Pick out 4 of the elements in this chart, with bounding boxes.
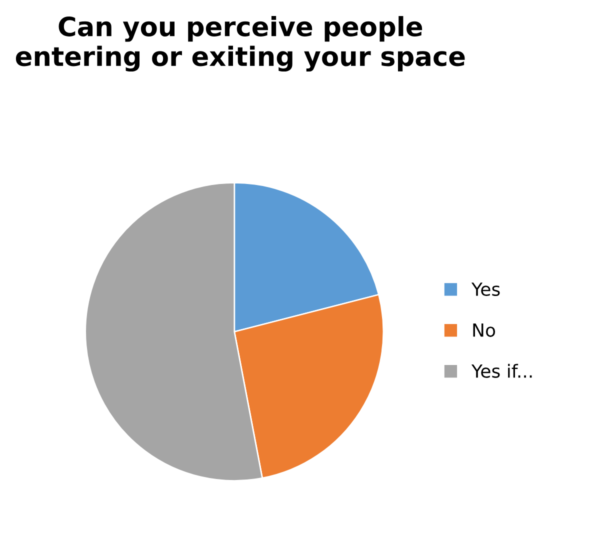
legend-label: Yes (471, 282, 500, 296)
legend-label: No (473, 324, 496, 337)
legend-label: Yes if... (471, 364, 532, 378)
chart-title: Can you perceive people entering or exiting your space (16, 16, 465, 72)
